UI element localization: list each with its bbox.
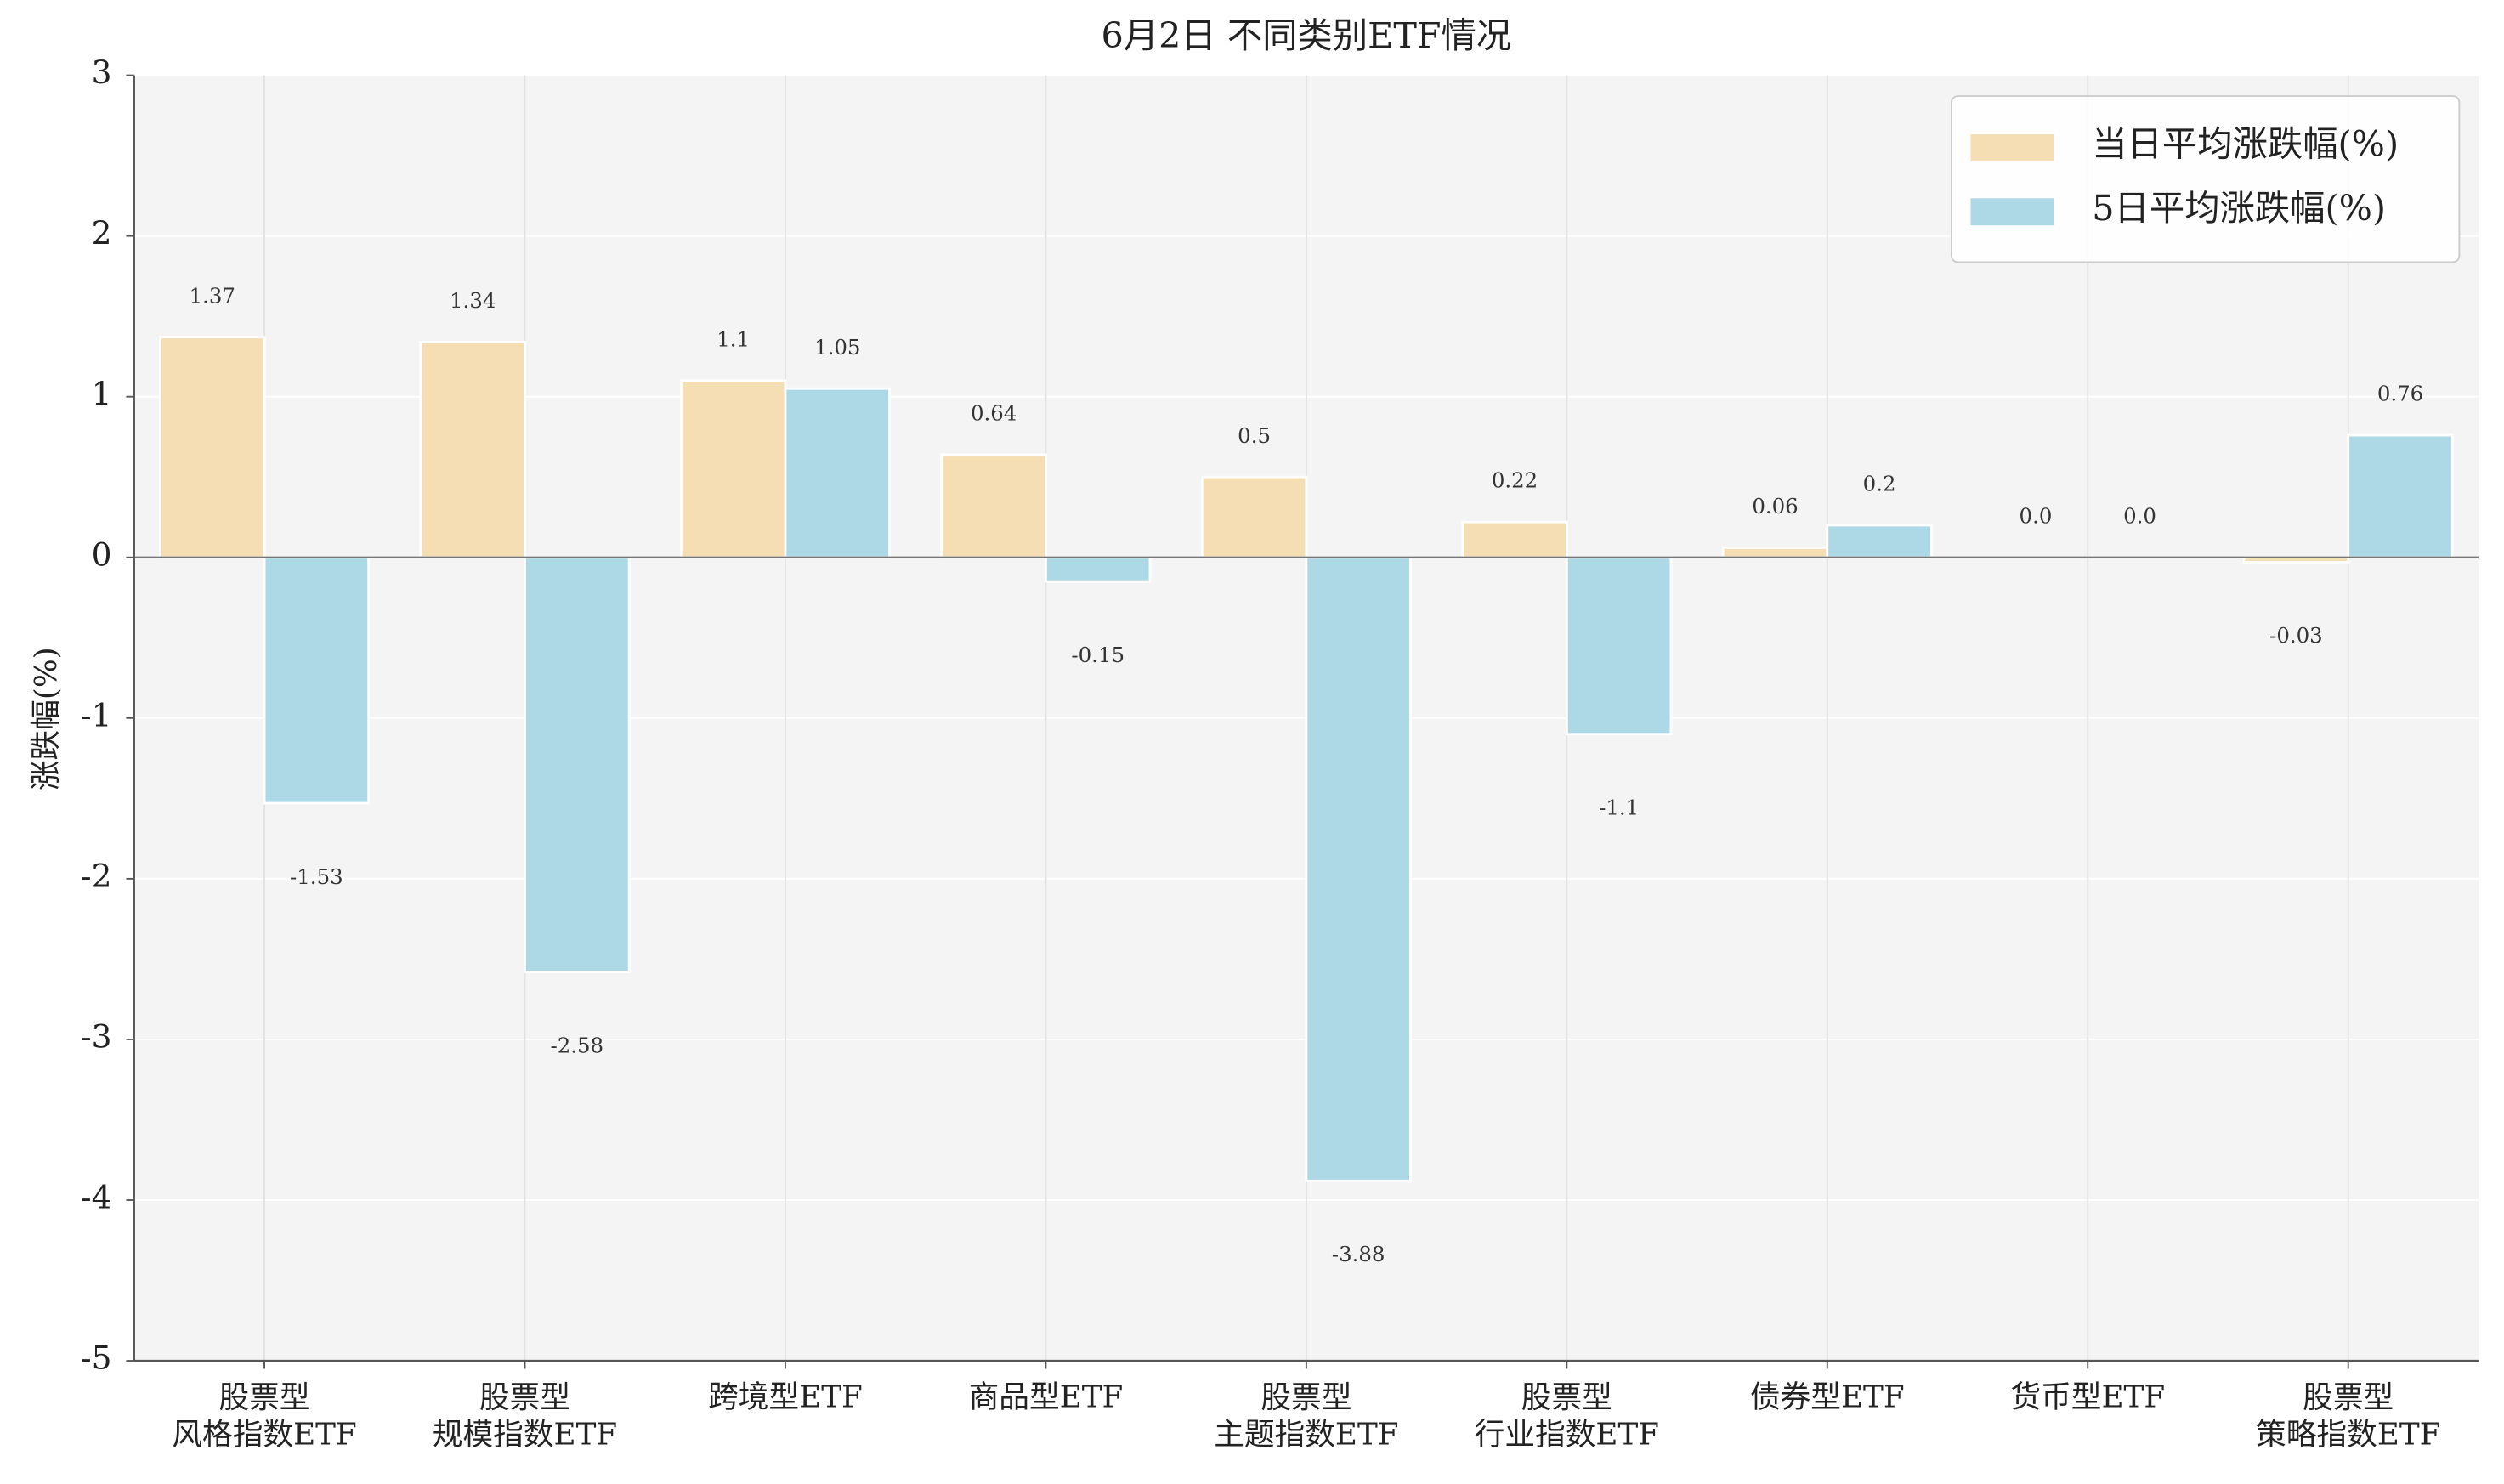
bar bbox=[263, 556, 371, 805]
bar bbox=[419, 341, 526, 559]
x-tick-label-line: 股票型 bbox=[1260, 1380, 1351, 1415]
bar bbox=[2347, 433, 2454, 559]
legend-label: 当日平均涨跌幅(%) bbox=[2092, 124, 2399, 165]
value-label: -3.88 bbox=[1332, 1242, 1385, 1266]
x-tick-label: 跨境型ETF bbox=[708, 1380, 863, 1415]
x-tick-label-line: 主题指数ETF bbox=[1214, 1417, 1398, 1452]
value-label: 0.0 bbox=[2020, 503, 2053, 528]
legend-swatch bbox=[1970, 198, 2054, 226]
bar bbox=[1045, 556, 1152, 583]
bar bbox=[524, 556, 631, 973]
value-label: -2.58 bbox=[551, 1033, 604, 1057]
x-tick-label: 债券型ETF bbox=[1750, 1380, 1905, 1415]
value-label: 0.0 bbox=[2123, 503, 2156, 528]
bar bbox=[1305, 556, 1412, 1182]
x-tick-label-line: 股票型 bbox=[2303, 1380, 2394, 1415]
x-tick-label: 股票型行业指数ETF bbox=[1475, 1380, 1659, 1452]
x-tick-label: 股票型策略指数ETF bbox=[2256, 1380, 2440, 1452]
value-label: 1.05 bbox=[814, 335, 860, 360]
value-label: 0.2 bbox=[1863, 471, 1896, 496]
x-tick-label-line: 股票型 bbox=[479, 1380, 570, 1415]
x-tick-label-line: 行业指数ETF bbox=[1475, 1417, 1659, 1452]
value-label: 0.76 bbox=[2377, 382, 2423, 406]
bar bbox=[940, 453, 1047, 559]
bar bbox=[679, 379, 787, 559]
y-tick-label: 2 bbox=[92, 214, 112, 252]
value-label: 1.37 bbox=[190, 283, 235, 308]
x-tick-label-line: 股票型 bbox=[1521, 1380, 1612, 1415]
legend-label: 5日平均涨跌幅(%) bbox=[2092, 188, 2386, 229]
value-label: 0.22 bbox=[1492, 468, 1538, 493]
value-label: -0.15 bbox=[1071, 643, 1125, 667]
legend-box bbox=[1950, 95, 2461, 263]
bar bbox=[1721, 547, 1829, 559]
bar bbox=[784, 387, 891, 559]
y-tick-label: -2 bbox=[81, 857, 112, 894]
x-tick-label: 商品型ETF bbox=[969, 1380, 1124, 1415]
value-label: 0.5 bbox=[1238, 423, 1271, 448]
y-tick-label: -5 bbox=[81, 1340, 112, 1377]
bar bbox=[1200, 475, 1308, 559]
bar bbox=[159, 336, 266, 559]
value-label: 1.34 bbox=[450, 288, 496, 313]
value-label: 1.1 bbox=[717, 326, 750, 351]
value-label: -1.53 bbox=[290, 864, 343, 889]
bar bbox=[1826, 524, 1933, 559]
bar bbox=[1565, 556, 1673, 736]
y-tick-label: -3 bbox=[81, 1017, 112, 1055]
y-axis-label: 涨跌幅(%) bbox=[29, 647, 64, 790]
x-tick-label-line: 股票型 bbox=[219, 1380, 310, 1415]
legend-swatch bbox=[1970, 134, 2054, 162]
chart-title: 6月2日 不同类别ETF情况 bbox=[1101, 15, 1511, 56]
y-tick-label: 3 bbox=[92, 54, 112, 91]
value-label: -1.1 bbox=[1599, 796, 1639, 820]
value-label: -0.03 bbox=[2269, 623, 2323, 648]
value-label: 0.06 bbox=[1752, 494, 1798, 518]
x-tick-label: 货币型ETF bbox=[2010, 1380, 2165, 1415]
value-label: 0.64 bbox=[971, 400, 1017, 425]
x-tick-label: 股票型规模指数ETF bbox=[433, 1380, 617, 1452]
y-tick-label: 0 bbox=[92, 535, 112, 573]
y-tick-label: 1 bbox=[92, 375, 112, 412]
x-tick-label-line: 风格指数ETF bbox=[172, 1417, 356, 1452]
y-tick-label: -1 bbox=[81, 696, 112, 734]
y-tick-label: -4 bbox=[81, 1178, 112, 1215]
x-tick-label-line: 规模指数ETF bbox=[433, 1417, 617, 1452]
bar bbox=[1461, 520, 1568, 559]
x-tick-label: 股票型主题指数ETF bbox=[1214, 1380, 1398, 1452]
x-tick-label: 股票型风格指数ETF bbox=[172, 1380, 356, 1452]
x-tick-label-line: 策略指数ETF bbox=[2256, 1417, 2440, 1452]
